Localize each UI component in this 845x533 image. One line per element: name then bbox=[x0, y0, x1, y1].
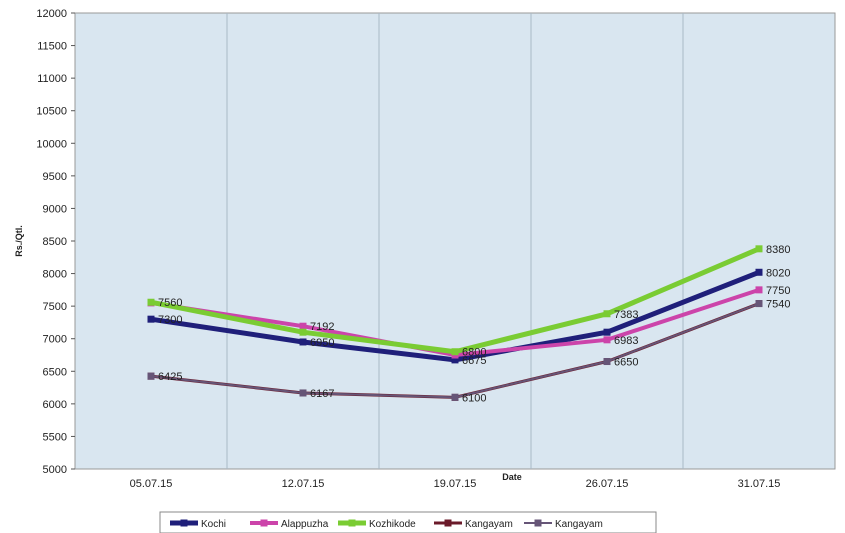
y-tick-label: 8500 bbox=[43, 236, 67, 248]
data-point bbox=[603, 358, 611, 366]
data-point bbox=[299, 338, 307, 346]
x-tick-label: 05.07.15 bbox=[130, 478, 173, 490]
legend-marker bbox=[260, 519, 268, 527]
series-layer bbox=[147, 245, 763, 401]
x-axis-title: Date bbox=[502, 472, 522, 482]
y-tick-label: 12000 bbox=[36, 8, 67, 20]
data-point bbox=[451, 393, 459, 401]
y-tick-label: 7000 bbox=[43, 334, 67, 346]
y-tick-label: 8000 bbox=[43, 269, 67, 281]
data-label: 6983 bbox=[614, 335, 638, 347]
data-label: 7750 bbox=[766, 285, 790, 297]
y-tick-label: 9500 bbox=[43, 171, 67, 183]
gridlines bbox=[226, 13, 684, 469]
data-label: 7560 bbox=[158, 297, 182, 309]
legend-label: Kangayam bbox=[465, 519, 513, 530]
legend-marker bbox=[348, 519, 356, 527]
data-point bbox=[299, 322, 307, 330]
data-point bbox=[603, 336, 611, 344]
data-point bbox=[755, 300, 763, 308]
data-label: 7300 bbox=[158, 314, 182, 326]
y-tick-label: 7500 bbox=[43, 301, 67, 313]
legend-label: Kochi bbox=[201, 519, 226, 530]
data-label: 6425 bbox=[158, 371, 182, 383]
data-label: 8020 bbox=[766, 267, 790, 279]
legend-marker bbox=[534, 519, 542, 527]
data-label: 6800 bbox=[462, 347, 486, 359]
legend-marker bbox=[180, 519, 188, 527]
x-axis-ticks: 05.07.15 12.07.15 19.07.15 26.07.15 31.07.15 bbox=[130, 478, 781, 490]
legend: Kochi Alappuzha Kozhikode Kangayam Kangayam bbox=[159, 511, 657, 533]
data-label: 6675 bbox=[462, 355, 486, 367]
y-tick-label: 5500 bbox=[43, 431, 67, 443]
y-tick-label: 5000 bbox=[43, 464, 67, 476]
data-point bbox=[603, 310, 611, 318]
data-point bbox=[451, 348, 459, 356]
data-point bbox=[299, 389, 307, 397]
y-tick-label: 10500 bbox=[36, 106, 67, 118]
y-axis-ticks: 5000 5500 6000 6500 7000 7500 8000 8500 9000 9500… bbox=[36, 8, 75, 476]
plot-area bbox=[74, 12, 836, 470]
data-point bbox=[755, 286, 763, 294]
y-axis-title: Rs./Qtl. bbox=[14, 225, 24, 257]
data-label: 7192 bbox=[310, 321, 334, 333]
legend-marker bbox=[444, 519, 452, 527]
legend-label: Alappuzha bbox=[281, 519, 329, 530]
y-tick-label: 11000 bbox=[37, 73, 67, 85]
x-tick-label: 19.07.15 bbox=[434, 478, 477, 490]
data-label: 6950 bbox=[310, 337, 334, 349]
legend-label: Kozhikode bbox=[369, 519, 416, 530]
data-point bbox=[147, 298, 155, 306]
y-tick-label: 9000 bbox=[43, 203, 67, 215]
x-tick-label: 31.07.15 bbox=[738, 478, 781, 490]
data-point bbox=[603, 328, 611, 336]
y-tick-label: 6000 bbox=[43, 399, 67, 411]
data-label: 6650 bbox=[614, 357, 638, 369]
data-label: 7383 bbox=[614, 309, 638, 321]
data-label: 7540 bbox=[766, 299, 790, 311]
data-point bbox=[147, 315, 155, 323]
y-tick-label: 11500 bbox=[37, 41, 67, 53]
data-labels-layer: 7300 6950 6675 8020 7192 6983 7750 7560 6800 7383… bbox=[158, 244, 790, 405]
data-point bbox=[299, 328, 307, 336]
y-tick-label: 6500 bbox=[43, 366, 67, 378]
data-point bbox=[755, 245, 763, 253]
legend-box bbox=[159, 511, 657, 533]
y-tick-label: 10000 bbox=[36, 138, 67, 150]
data-point bbox=[451, 356, 459, 364]
legend-label: Kangayam bbox=[555, 519, 603, 530]
data-point bbox=[755, 268, 763, 276]
data-label: 6167 bbox=[310, 388, 334, 400]
x-tick-label: 12.07.15 bbox=[282, 478, 325, 490]
data-label: 6100 bbox=[462, 392, 486, 404]
data-point bbox=[147, 372, 155, 380]
data-label: 8380 bbox=[766, 244, 790, 256]
x-tick-label: 26.07.15 bbox=[586, 478, 629, 490]
